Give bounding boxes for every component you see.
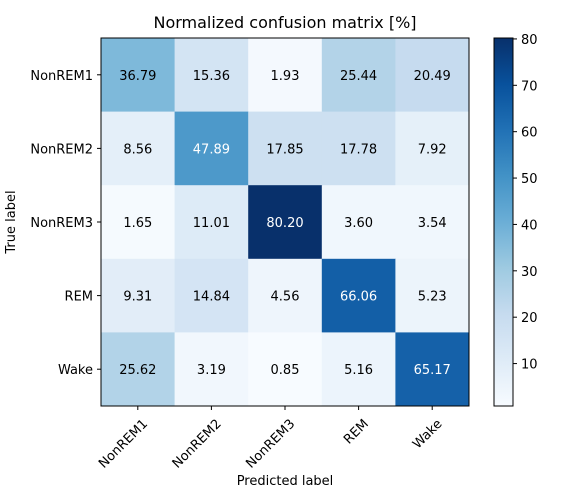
cell-value-label: 1.93	[271, 69, 300, 84]
heatmap-cell	[395, 111, 470, 186]
heatmap-cell	[248, 258, 323, 333]
cell-value-label: 80.20	[266, 216, 303, 231]
x-axis-label: Predicted label	[237, 474, 334, 489]
cell-value-label: 5.16	[344, 363, 373, 378]
y-tick-label: NonREM1	[30, 69, 93, 84]
x-tick-label: NonREM3	[243, 417, 298, 472]
x-tick-label: NonREM2	[170, 417, 225, 472]
colorbar-tick-label: 60	[521, 126, 538, 141]
cell-value-label: 25.44	[340, 69, 377, 84]
heatmap-cell	[248, 332, 323, 407]
cell-value-label: 9.31	[123, 290, 152, 305]
cell-value-label: 3.60	[344, 216, 373, 231]
heatmap-cell	[321, 332, 396, 407]
heatmap-cell	[174, 38, 249, 113]
heatmap-cell	[395, 38, 470, 113]
x-tick-label: REM	[341, 417, 372, 448]
heatmap-cell	[101, 258, 176, 333]
heatmap-cell	[395, 258, 470, 333]
x-axis: NonREM1 NonREM2 NonREM3 REM Wake	[96, 406, 445, 472]
colorbar-frame	[493, 37, 514, 407]
cell-value-label: 25.62	[119, 363, 156, 378]
heatmap-cell	[321, 258, 396, 333]
cell-value-label: 3.54	[418, 216, 447, 231]
colorbar-tick-label: 40	[521, 218, 538, 233]
cell-value-label: 66.06	[340, 290, 377, 305]
heatmap-cell	[248, 38, 323, 113]
cell-value-label: 3.19	[197, 363, 226, 378]
heatmap-cell	[321, 111, 396, 186]
heatmap-cell	[101, 111, 176, 186]
heatmap-cell	[395, 185, 470, 260]
heatmap-cell	[174, 111, 249, 186]
colorbar-tick-label: 20	[521, 311, 538, 326]
colorbar-tick-label: 80	[521, 33, 538, 48]
cell-value-label: 17.78	[340, 142, 377, 157]
heatmap-cell	[321, 185, 396, 260]
x-tick-label: NonREM1	[96, 417, 151, 472]
colorbar-tick-label: 50	[521, 172, 538, 187]
y-tick-label: NonREM2	[30, 142, 93, 157]
colorbar	[494, 38, 513, 406]
heatmap-cells	[101, 38, 470, 407]
cell-value-label: 11.01	[193, 216, 230, 231]
colorbar-tick-label: 10	[521, 358, 538, 373]
heatmap-cell	[174, 258, 249, 333]
cell-value-label: 4.56	[271, 290, 300, 305]
cell-value-label: 14.84	[193, 290, 230, 305]
y-axis-label: True label	[4, 190, 19, 254]
colorbar-tick-label: 30	[521, 265, 538, 280]
y-tick-label: NonREM3	[30, 216, 93, 231]
cell-value-label: 7.92	[418, 142, 447, 157]
colorbar-ticks: 10 20 30 40 50 60 70 80	[513, 33, 538, 373]
cell-value-label: 20.49	[414, 69, 451, 84]
x-tick-label: Wake	[410, 417, 445, 452]
heatmap-cell	[174, 332, 249, 407]
heatmap-cell	[101, 185, 176, 260]
heatmap-cell	[101, 38, 176, 113]
y-tick-label: REM	[65, 290, 93, 305]
heatmap-cell	[174, 185, 249, 260]
chart-title: Normalized confusion matrix [%]	[153, 13, 416, 32]
colorbar-tick-label: 70	[521, 79, 538, 94]
heatmap-cell	[248, 185, 323, 260]
cell-value-label: 0.85	[271, 363, 300, 378]
heatmap-cell	[321, 38, 396, 113]
cell-value-label: 47.89	[193, 142, 230, 157]
cell-value-label: 8.56	[123, 142, 152, 157]
heatmap-cell	[395, 332, 470, 407]
cell-value-label: 5.23	[418, 290, 447, 305]
cell-value-label: 65.17	[414, 363, 451, 378]
cell-value-label: 17.85	[266, 142, 303, 157]
y-axis: NonREM1 NonREM2 NonREM3 REM Wake	[30, 69, 101, 378]
cell-value-label: 36.79	[119, 69, 156, 84]
cell-value-label: 1.65	[123, 216, 152, 231]
heatmap-cell	[101, 332, 176, 407]
cell-value-labels: 36.79 15.36 1.93 25.44 20.49 8.56 47.89 17.85 17…	[119, 69, 451, 378]
cell-value-label: 15.36	[193, 69, 230, 84]
y-tick-label: Wake	[58, 363, 93, 378]
heatmap-cell	[248, 111, 323, 186]
